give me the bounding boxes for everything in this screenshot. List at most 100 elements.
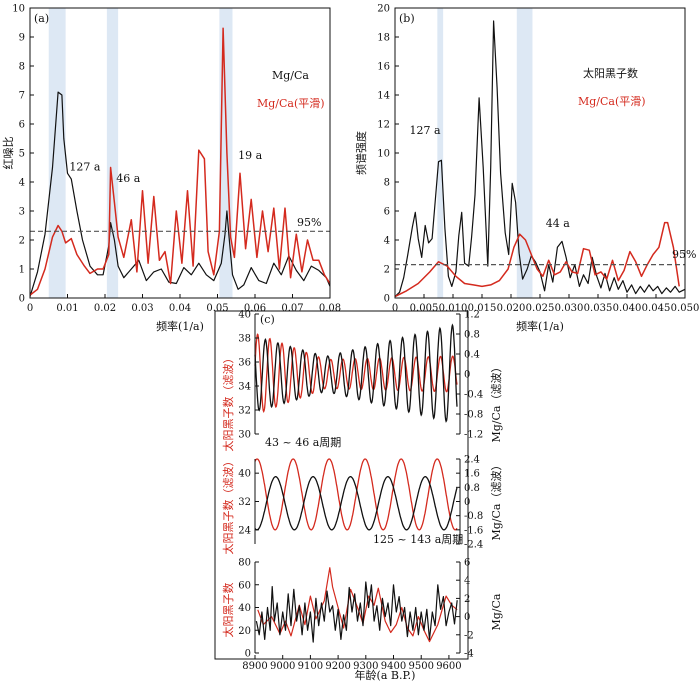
legend-b-mgca-smooth: Mg/Ca(平滑) [578,95,646,108]
highlight-band-a-0 [48,8,66,298]
y-tick-label-a: 9 [19,33,25,44]
series-b-raw [394,20,686,298]
c2-left-tick-label: 24 [238,525,251,536]
c3-right-tick-label: 2 [464,594,470,605]
annotation-19a: 19 a [238,149,262,162]
c1-right-tick-label: 1.2 [464,310,480,321]
x-tick-label-b: 0.020 [497,303,526,314]
c2-right-tick-label: 2.4 [464,455,480,466]
y-tick-label-b: 4 [384,236,390,247]
c1-left-tick-label: 30 [238,430,251,441]
series-a-raw [29,91,331,297]
x-tick-label-b: 0.040 [613,303,642,314]
y-tick-label-b: 12 [377,120,390,131]
plot-frame-a [29,7,331,299]
x-tick-label-b: 0.010 [439,303,468,314]
y-tick-label-b: 2 [384,265,390,276]
x-tick-label-a: 0.07 [281,303,303,314]
c2-right-tick-label: -2.4 [464,540,483,551]
y-tick-label-b: 10 [377,149,390,160]
x-tick-label-a: 0.08 [319,303,341,314]
y-axis-label-a: 红噪比 [2,137,15,170]
c2-period-annotation: 125 ~ 143 a周期 [373,533,463,546]
c2-right-tick-label: -1.6 [464,525,483,536]
x-tick-label-b: 0 [392,303,398,314]
highlight-band-b-0 [437,8,444,298]
y-tick-label-b: 20 [377,4,390,15]
x-tick-label-b: 0.030 [555,303,584,314]
y-axis-label-b: 频谱强度 [354,131,368,175]
x-tick-label-b: 0.035 [584,303,613,314]
c1-left-tick-label: 36 [238,358,251,369]
c2-left-tick-label: 40 [238,469,251,480]
c1-mgca-filtered [254,323,458,423]
c2-left-tick-label: 32 [238,497,251,508]
y-tick-label-b: 16 [377,62,390,73]
x-tick-label-b: 0.025 [526,303,555,314]
c3-sunspot-number [257,567,458,643]
annotation-46a: 46 a [116,172,140,185]
c1-left-label: 太阳黑子数（滤波） [222,353,235,452]
c-x-tick-label: 9000 [270,661,295,672]
y-tick-label-a: 4 [19,178,25,189]
c3-left-tick-label: 40 [238,603,251,614]
x-tick-label-a: 0 [27,303,33,314]
legend-b-sunspot: 太阳黑子数 [583,67,638,80]
series-a-smoothed [29,27,331,296]
y-tick-label-b: 0 [384,294,390,305]
y-tick-label-a: 8 [19,62,25,73]
panel-a: 0 0.01 0.02 0.03 0.04 0.05 0.06 0.07 0.08 0 1 2 3 4 5 6… [2,4,341,334]
x-tick-label-a: 0.04 [169,303,191,314]
x-axis-label-b: 频率(1/a) [516,319,564,333]
c2-sunspot-filtered [254,458,458,531]
c-x-tick-label: 9600 [436,661,461,672]
y-tick-label-a: 3 [19,207,25,218]
c1-right-tick-label: -1.2 [464,430,483,441]
y-tick-label-b: 8 [384,178,390,189]
x-axis-label-a: 频率(1/a) [156,319,204,333]
x-tick-label-a: 0.05 [206,303,228,314]
x-tick-label-b: 0.015 [468,303,497,314]
c1-left-tick-label: 34 [238,382,251,393]
c3-left-tick-label: 80 [238,558,251,569]
annotation-44a: 44 a [546,217,570,230]
series-b-smoothed [394,221,680,298]
c3-right-tick-label: -2 [464,630,474,641]
c-x-tick-label: 9200 [325,661,350,672]
y-tick-label-a: 0 [19,294,25,305]
x-tick-label-a: 0.03 [131,303,153,314]
c1-right-tick-label: 0.8 [464,330,480,341]
c3-left-tick-label: 60 [238,580,251,591]
panel-label-c: (c) [260,313,275,326]
c1-right-tick-label: -0.4 [464,390,483,401]
c3-right-tick-label: -4 [464,649,474,660]
y-tick-label-a: 1 [19,265,25,276]
highlight-band-b-1 [516,8,533,298]
c1-left-tick-label: 38 [238,334,251,345]
c3-right-label: Mg/Ca [490,593,503,630]
y-tick-label-a: 7 [19,91,25,102]
c2-right-label: Mg/Ca（滤波） [490,460,503,541]
c2-right-tick-label: 1.6 [464,469,480,480]
c1-right-tick-label: 0.4 [464,350,480,361]
c3-left-label: 太阳黑子数 [222,583,235,638]
c-x-tick-label: 8900 [242,661,267,672]
c1-right-tick-label: -0.8 [464,410,483,421]
x-tick-label-b: 0.045 [642,303,671,314]
confidence-label-b: 95% [672,248,696,261]
x-tick-label-a: 0.01 [56,303,78,314]
y-tick-label-b: 18 [377,33,390,44]
x-tick-label-a: 0.06 [244,303,266,314]
x-tick-label-a: 0.02 [94,303,116,314]
x-axis-label-c: 年龄(a B.P.) [355,668,416,682]
c2-right-tick-label: 0.8 [464,483,480,494]
x-tick-label-b: 0.050 [671,303,700,314]
c-x-tick-label: 9100 [298,661,323,672]
c1-right-tick-label: 0 [464,370,470,381]
c2-right-tick-label: -0.8 [464,511,483,522]
panel-label-b: (b) [399,12,415,25]
c3-left-tick-label: 0 [245,649,251,660]
c2-left-label: 太阳黑子数（滤波） [222,456,235,555]
c-x-tick-label: 9300 [353,661,378,672]
c1-right-label: Mg/Ca（滤波） [490,362,503,443]
